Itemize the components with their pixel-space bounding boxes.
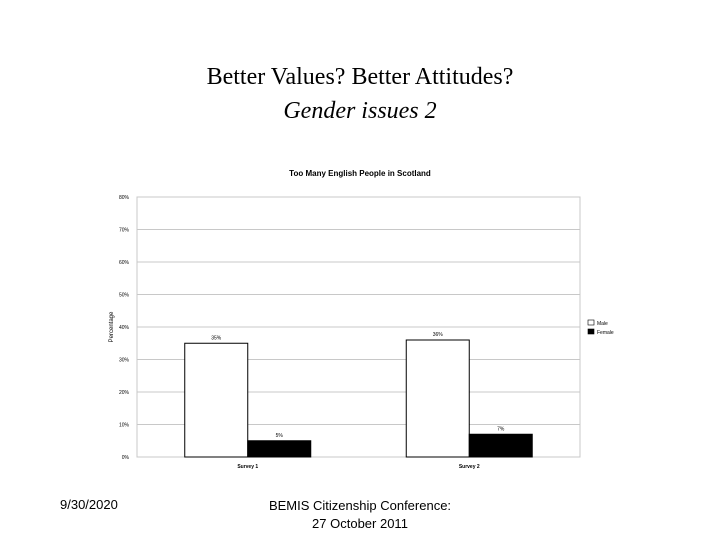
x-tick-label: Survey 1: [237, 464, 258, 470]
slide-title: Better Values? Better Attitudes? Gender …: [0, 60, 720, 128]
bars: 35% 5% 36% 7%: [184, 332, 533, 458]
y-axis-ticks: 0% 10% 20% 30% 40% 50% 60% 70% 80%: [119, 195, 130, 461]
y-tick-label: 70%: [119, 228, 130, 234]
bar-female: [247, 440, 312, 458]
slide-title-line2: Gender issues 2: [283, 98, 437, 124]
legend-label-male: Male: [597, 321, 608, 327]
legend: Male Female: [587, 319, 614, 336]
footer-conference-line2: 27 October 2011: [312, 516, 408, 531]
legend-swatch-female: [587, 328, 595, 335]
legend-swatch-male: [587, 319, 595, 326]
y-tick-label: 10%: [119, 423, 130, 429]
y-tick-label: 30%: [119, 358, 130, 364]
y-tick-label: 40%: [119, 325, 130, 331]
footer-date: 9/30/2020: [60, 497, 118, 512]
data-label: 5%: [276, 433, 284, 439]
x-axis-ticks: Survey 1 Survey 2: [237, 464, 480, 470]
bar-male: [184, 342, 249, 458]
y-tick-label: 50%: [119, 293, 130, 299]
chart-title: Too Many English People in Scotland: [289, 169, 431, 178]
y-tick-label: 0%: [122, 455, 130, 461]
data-label: 7%: [497, 426, 505, 432]
gridlines: [136, 196, 581, 458]
footer-conference-line1: BEMIS Citizenship Conference:: [268, 498, 452, 513]
y-tick-label: 80%: [119, 195, 130, 201]
footer-conference: BEMIS Citizenship Conference: 27 October…: [240, 497, 480, 533]
bar-female: [468, 433, 533, 458]
x-tick-label: Survey 2: [459, 464, 480, 470]
data-label: 35%: [211, 335, 222, 341]
y-axis-label: Percentage: [109, 311, 115, 342]
slide-title-line1: Better Values? Better Attitudes?: [206, 64, 514, 90]
bar-male: [405, 339, 470, 458]
y-tick-label: 60%: [119, 260, 130, 266]
legend-label-female: Female: [597, 330, 614, 336]
y-tick-label: 20%: [119, 390, 130, 396]
data-label: 36%: [433, 332, 444, 338]
